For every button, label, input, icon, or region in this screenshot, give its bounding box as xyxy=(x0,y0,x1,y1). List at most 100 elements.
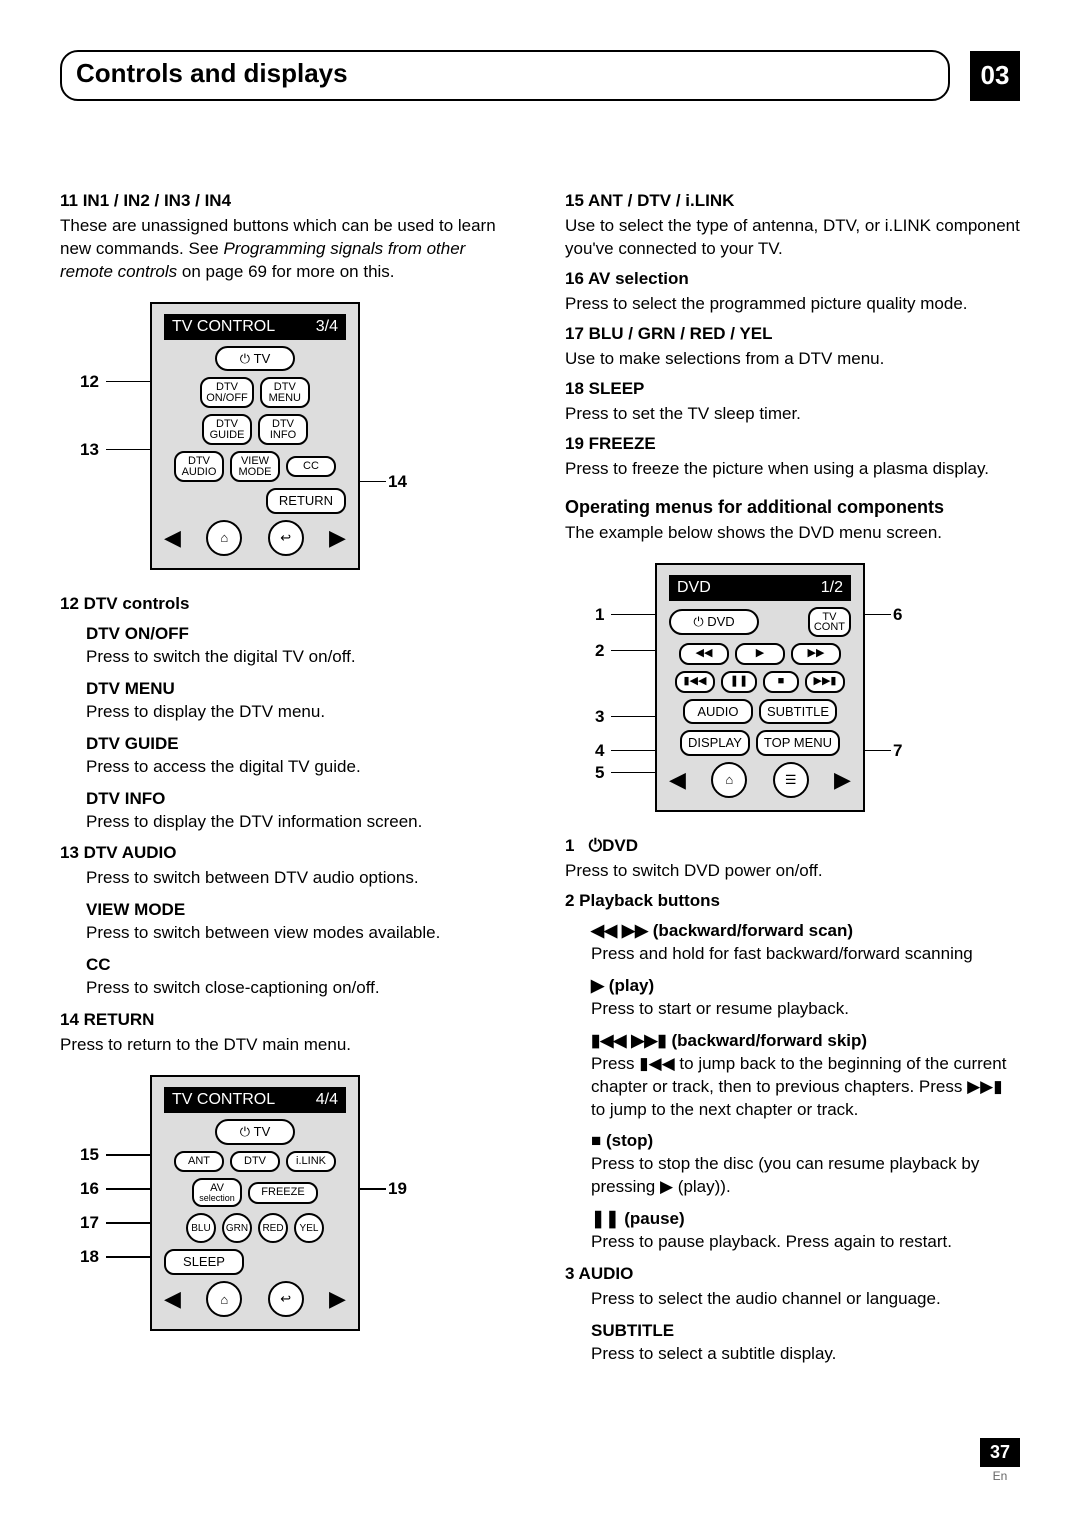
callout-15: 15 xyxy=(80,1145,99,1165)
btn-av-selection: AVselection xyxy=(192,1178,242,1207)
btn-dtv-audio: DTVAUDIO xyxy=(174,451,224,482)
page-footer: 37 En xyxy=(980,1438,1020,1483)
dtv-info-title: DTV INFO xyxy=(86,789,515,809)
btn-display: DISPLAY xyxy=(680,730,750,756)
right-arrow-icon: ▶ xyxy=(329,525,346,551)
btn-dtv-menu: DTVMENU xyxy=(260,377,310,408)
btn-subtitle: SUBTITLE xyxy=(759,699,837,725)
stop-icon: ■ xyxy=(591,1131,601,1150)
remote-diagram-dvd: 1 2 3 4 5 6 7 DVD 1/2 ⏻ DVD TVCONT xyxy=(655,563,1020,812)
btn-return: RETURN xyxy=(266,488,346,514)
item-11-desc: These are unassigned buttons which can b… xyxy=(60,215,515,284)
callout-17: 17 xyxy=(80,1213,99,1233)
item-1-title: 1 ⏻DVD xyxy=(565,836,1020,856)
remote-title-2: TV CONTROL 4/4 xyxy=(164,1087,346,1113)
item-2-title: 2 Playback buttons xyxy=(565,891,1020,911)
cc-title: CC xyxy=(86,955,515,975)
pause-title: ❚❚ (pause) xyxy=(591,1209,1020,1229)
section-title: Controls and displays xyxy=(76,58,348,89)
item-19-desc: Press to freeze the picture when using a… xyxy=(565,458,1020,481)
item-13-title: 13 DTV AUDIO xyxy=(60,843,515,863)
section-title-box: Controls and displays xyxy=(60,50,950,101)
power-icon: ⏻ xyxy=(589,836,602,855)
cc-desc: Press to switch close-captioning on/off. xyxy=(86,977,515,1000)
item-14-title: 14 RETURN xyxy=(60,1010,515,1030)
skip-title: ▮◀◀ ▶▶▮ (backward/forward skip) xyxy=(591,1031,1020,1051)
right-arrow-icon: ▶ xyxy=(329,1286,346,1312)
remote-title-3: DVD 1/2 xyxy=(669,575,851,601)
btn-freeze: FREEZE xyxy=(248,1182,318,1204)
item-19-title: 19 FREEZE xyxy=(565,434,1020,454)
page-lang: En xyxy=(980,1469,1020,1483)
remote-box-3: DVD 1/2 ⏻ DVD TVCONT ◀◀ ▶ ▶▶ ▮◀◀ ❚❚ ■ ▶▶… xyxy=(655,563,865,812)
subtitle-desc: Press to select a subtitle display. xyxy=(591,1343,1020,1366)
skip-back-icon: ▮◀◀ xyxy=(591,1031,627,1050)
callout-19: 19 xyxy=(388,1179,407,1199)
item-17-desc: Use to make selections from a DTV menu. xyxy=(565,348,1020,371)
btn-pause: ❚❚ xyxy=(721,671,757,693)
item-1-desc: Press to switch DVD power on/off. xyxy=(565,860,1020,883)
power-icon: ⏻ xyxy=(240,1125,250,1139)
page-number: 37 xyxy=(980,1438,1020,1467)
skip-fwd-icon: ▶▶▮ xyxy=(631,1031,667,1050)
item-17-title: 17 BLU / GRN / RED / YEL xyxy=(565,324,1020,344)
pause-desc: Press to pause playback. Press again to … xyxy=(591,1231,1020,1254)
home-icon: ⌂ xyxy=(206,520,242,556)
btn-grn: GRN xyxy=(222,1213,252,1243)
return-icon: ↩ xyxy=(268,1281,304,1317)
subtitle-title: SUBTITLE xyxy=(591,1321,1020,1341)
item-16-title: 16 AV selection xyxy=(565,269,1020,289)
callout-14: 14 xyxy=(388,472,407,492)
view-mode-title: VIEW MODE xyxy=(86,900,515,920)
btn-dtv-info: DTVINFO xyxy=(258,414,308,445)
home-icon: ⌂ xyxy=(711,762,747,798)
btn-blu: BLU xyxy=(186,1213,216,1243)
dtv-info-desc: Press to display the DTV information scr… xyxy=(86,811,515,834)
btn-view-mode: VIEWMODE xyxy=(230,451,280,482)
item-3-desc: Press to select the audio channel or lan… xyxy=(591,1288,1020,1311)
btn-dvd-power: ⏻ DVD xyxy=(669,609,759,635)
right-arrow-icon: ▶ xyxy=(834,767,851,793)
item-15-desc: Use to select the type of antenna, DTV, … xyxy=(565,215,1020,261)
callout-13: 13 xyxy=(80,440,99,460)
btn-play: ▶ xyxy=(735,643,785,665)
item-16-desc: Press to select the programmed picture q… xyxy=(565,293,1020,316)
forward-icon: ▶▶ xyxy=(622,921,648,940)
pause-icon: ❚❚ xyxy=(591,1209,620,1228)
item-12-title: 12 DTV controls xyxy=(60,594,515,614)
return-icon: ↩ xyxy=(268,520,304,556)
btn-rewind: ◀◀ xyxy=(679,643,729,665)
dtv-onoff-desc: Press to switch the digital TV on/off. xyxy=(86,646,515,669)
btn-audio: AUDIO xyxy=(683,699,753,725)
btn-prev: ▮◀◀ xyxy=(675,671,715,693)
left-arrow-icon: ◀ xyxy=(669,767,686,793)
callout-6: 6 xyxy=(893,605,902,625)
btn-sleep: SLEEP xyxy=(164,1249,244,1275)
remote-box-2: TV CONTROL 4/4 ⏻ TV ANT DTV i.LINK AVsel… xyxy=(150,1075,360,1331)
callout-16: 16 xyxy=(80,1179,99,1199)
left-arrow-icon: ◀ xyxy=(164,525,181,551)
btn-ant: ANT xyxy=(174,1151,224,1173)
item-13-desc: Press to switch between DTV audio option… xyxy=(86,867,515,890)
dtv-guide-desc: Press to access the digital TV guide. xyxy=(86,756,515,779)
remote-title: TV CONTROL 3/4 xyxy=(164,314,346,340)
callout-3: 3 xyxy=(595,707,604,727)
stop-title: ■ (stop) xyxy=(591,1131,1020,1151)
dtv-guide-title: DTV GUIDE xyxy=(86,734,515,754)
scan-desc: Press and hold for fast backward/forward… xyxy=(591,943,1020,966)
btn-tv-power: ⏻ TV xyxy=(215,346,295,372)
dtv-menu-title: DTV MENU xyxy=(86,679,515,699)
callout-18: 18 xyxy=(80,1247,99,1267)
btn-forward: ▶▶ xyxy=(791,643,841,665)
callout-2: 2 xyxy=(595,641,604,661)
play-icon: ▶ xyxy=(660,1177,673,1196)
remote-diagram-tv-3-4: 12 13 14 TV CONTROL 3/4 ⏻ TV DTVON/OFF D… xyxy=(150,302,515,570)
btn-dtv-onoff: DTVON/OFF xyxy=(200,377,254,408)
btn-next: ▶▶▮ xyxy=(805,671,845,693)
btn-dtv: DTV xyxy=(230,1151,280,1173)
btn-topmenu: TOP MENU xyxy=(756,730,840,756)
left-column: 11 IN1 / IN2 / IN3 / IN4 These are unass… xyxy=(60,191,515,1374)
menu-icon: ☰ xyxy=(773,762,809,798)
item-3-title: 3 AUDIO xyxy=(565,1264,1020,1284)
play-desc: Press to start or resume playback. xyxy=(591,998,1020,1021)
